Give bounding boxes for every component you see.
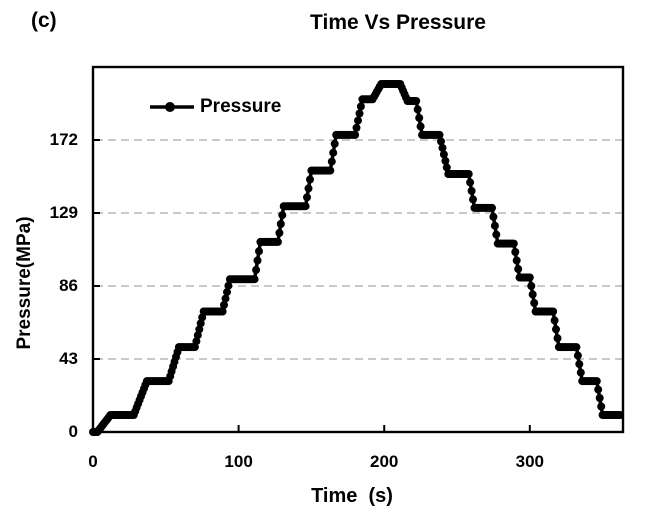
y-tick-label: 172: [49, 130, 78, 149]
x-tick-label: 300: [515, 452, 544, 471]
chart-title: Time Vs Pressure: [310, 11, 486, 34]
y-tick-label: 86: [59, 276, 78, 295]
x-tick-label: 100: [224, 452, 253, 471]
x-tick-label: 200: [370, 452, 399, 471]
panel-label: (c): [31, 9, 57, 32]
x-tick-label: 0: [88, 452, 98, 471]
legend: Pressure: [147, 94, 281, 120]
legend-marker-icon: [150, 102, 194, 112]
series-pressure: [89, 80, 625, 436]
y-tick-label: 0: [68, 422, 78, 441]
gridlines: [95, 139, 622, 360]
y-tick-label: 129: [49, 203, 78, 222]
plot-frame: [91, 65, 625, 434]
x-axis-title: Time (s): [311, 485, 393, 507]
legend-label: Pressure: [200, 96, 282, 117]
y-tick-label: 43: [59, 349, 78, 368]
